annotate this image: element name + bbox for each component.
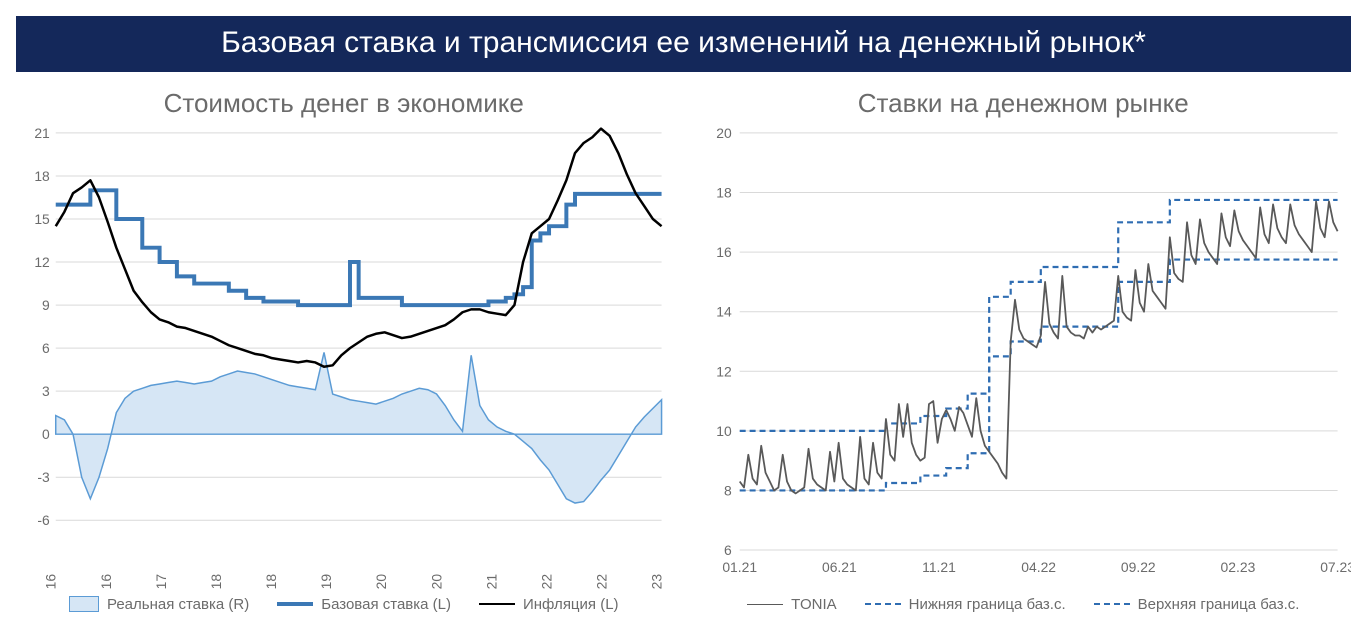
svg-text:07.23: 07.23 (1320, 559, 1351, 575)
svg-text:09.22: 09.22 (1120, 559, 1155, 575)
svg-text:06.21: 06.21 (821, 559, 856, 575)
legend-item: Нижняя граница баз.с. (865, 596, 1066, 613)
legend-swatch (277, 602, 313, 606)
svg-text:09.20: 09.20 (428, 574, 444, 590)
svg-text:0: 0 (42, 426, 50, 442)
svg-text:-6: -6 (37, 512, 50, 528)
legend-label: Верхняя граница баз.с. (1138, 596, 1300, 613)
legend-item: Базовая ставка (L) (277, 596, 451, 613)
svg-text:12: 12 (34, 254, 50, 270)
svg-text:09.18: 09.18 (263, 574, 279, 590)
right-panel: Ставки на денежном рынке 6 8 10 12 14 16 18 20 0… (696, 80, 1352, 613)
legend-label: Базовая ставка (L) (321, 596, 451, 613)
svg-text:3: 3 (42, 383, 50, 399)
svg-text:18: 18 (34, 168, 50, 184)
legend-item: Инфляция (L) (479, 596, 619, 613)
legend-item: Верхняя граница баз.с. (1094, 596, 1300, 613)
svg-text:14: 14 (716, 304, 732, 320)
legend-label: TONIA (791, 596, 837, 613)
svg-text:05.19: 05.19 (318, 574, 334, 590)
legend-item: TONIA (747, 596, 837, 613)
svg-text:18: 18 (716, 184, 732, 200)
svg-text:8: 8 (724, 482, 732, 498)
svg-text:01.20: 01.20 (373, 574, 389, 590)
page-title-banner: Базовая ставка и трансмиссия ее изменени… (16, 16, 1351, 72)
svg-text:9: 9 (42, 297, 50, 313)
svg-text:6: 6 (42, 340, 50, 356)
legend-label: Инфляция (L) (523, 596, 619, 613)
svg-text:-3: -3 (37, 469, 50, 485)
left-chart: -6 -3 0 3 6 9 12 15 18 21 01.16 09.16 05.17 01.18 09.1… (16, 123, 672, 590)
legend-swatch (479, 603, 515, 605)
left-panel: Стоимость денег в экономике -6 -3 0 3 6 9 12 15… (16, 80, 672, 613)
legend-label: Нижняя граница баз.с. (909, 596, 1066, 613)
svg-text:6: 6 (724, 542, 732, 558)
svg-text:05.21: 05.21 (483, 574, 499, 590)
svg-text:01.16: 01.16 (43, 574, 59, 590)
right-chart-legend: TONIA Нижняя граница баз.с. Верхняя границ… (696, 596, 1352, 613)
svg-text:21: 21 (34, 125, 50, 141)
right-chart: 6 8 10 12 14 16 18 20 01.21 06.21 11.21 04.22 09.22 0… (696, 123, 1352, 590)
svg-text:04.22: 04.22 (1021, 559, 1056, 575)
svg-text:10: 10 (716, 423, 732, 439)
svg-text:01.21: 01.21 (722, 559, 757, 575)
svg-text:12: 12 (716, 363, 732, 379)
legend-swatch (865, 603, 901, 605)
svg-text:09.22: 09.22 (593, 574, 609, 590)
right-chart-title: Ставки на денежном рынке (696, 88, 1352, 119)
svg-text:01.22: 01.22 (538, 574, 554, 590)
svg-text:20: 20 (716, 125, 732, 141)
legend-swatch (1094, 603, 1130, 605)
svg-text:01.18: 01.18 (208, 574, 224, 590)
legend-swatch (69, 596, 99, 612)
legend-label: Реальная ставка (R) (107, 596, 249, 613)
left-chart-legend: Реальная ставка (R) Базовая ставка (L) Инф… (16, 596, 672, 613)
left-chart-title: Стоимость денег в экономике (16, 88, 672, 119)
legend-item: Реальная ставка (R) (69, 596, 249, 613)
svg-text:05.23: 05.23 (649, 574, 665, 590)
svg-text:05.17: 05.17 (153, 574, 169, 590)
legend-swatch (747, 604, 783, 605)
svg-text:16: 16 (716, 244, 732, 260)
svg-text:09.16: 09.16 (98, 574, 114, 590)
svg-text:02.23: 02.23 (1220, 559, 1255, 575)
panels-row: Стоимость денег в экономике -6 -3 0 3 6 9 12 15… (16, 80, 1351, 613)
svg-text:11.21: 11.21 (922, 559, 956, 575)
svg-text:15: 15 (34, 211, 50, 227)
